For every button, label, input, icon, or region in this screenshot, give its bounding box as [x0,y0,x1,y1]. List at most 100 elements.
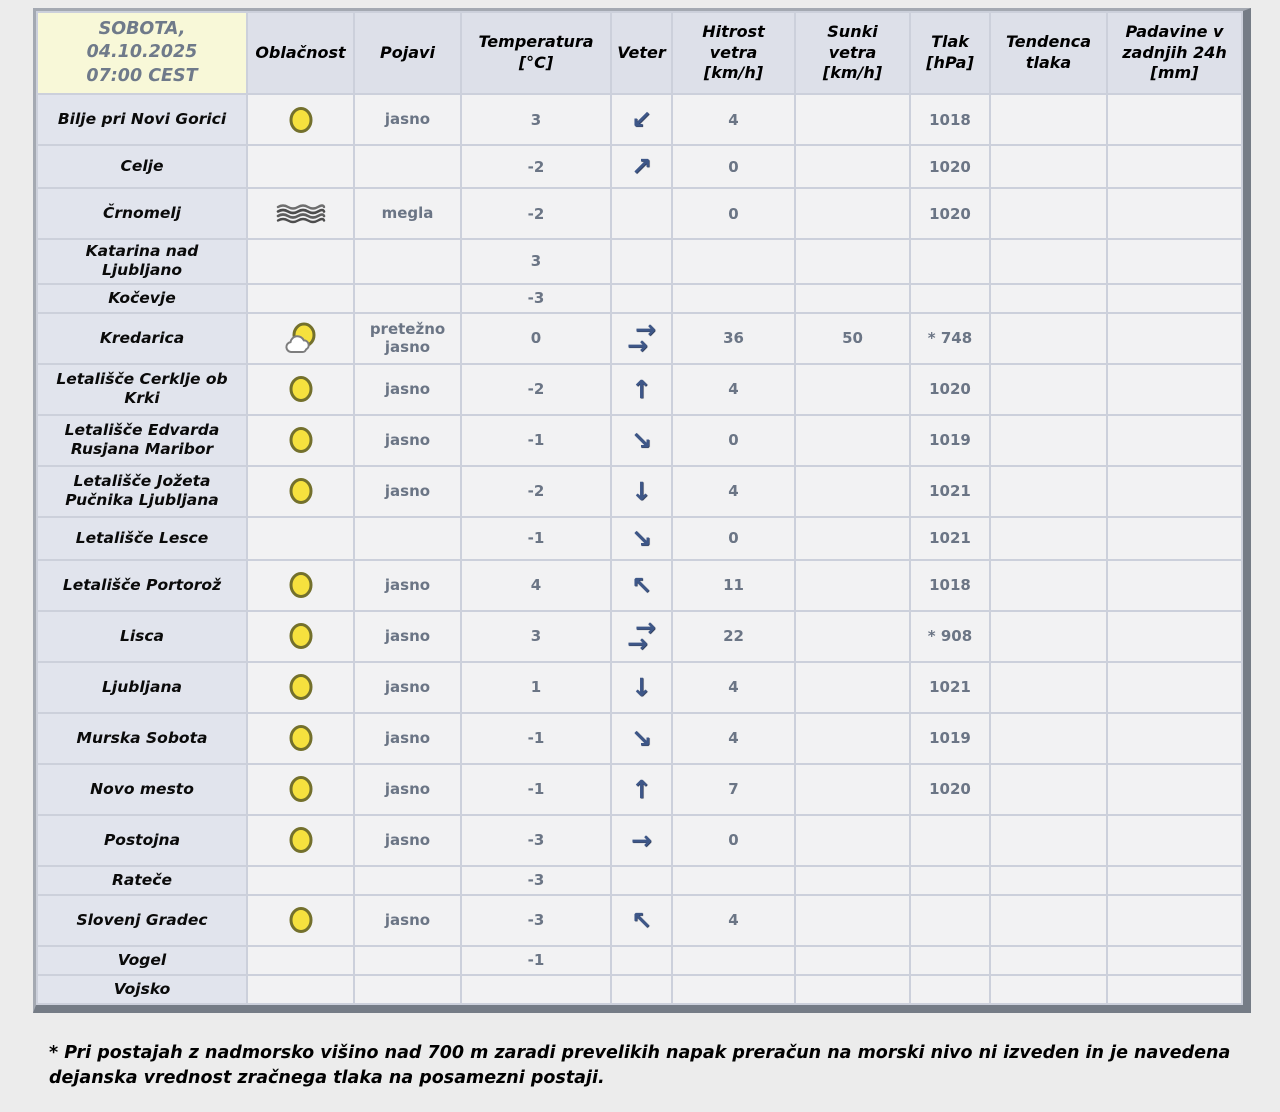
col-header-veter: Veter [610,11,673,95]
table-body: Bilje pri Novi Gorici jasno 3 ↙ 4 1018 Celje -2… [36,93,1243,1005]
table-row: Novo mesto jasno -1 ↑ 7 1020 [36,762,1243,816]
arrow-up-left-icon: ↖ [631,570,652,600]
wind-speed: 11 [671,558,796,612]
cloudiness-cell [246,93,355,146]
wind-gust [794,515,911,561]
pressure-tendency [989,609,1108,663]
station-name: Novo mesto [36,762,248,816]
wind-cell [610,973,673,1005]
table-row: Katarina nad Ljubljano 3 [36,238,1243,285]
station-name: Lisca [36,609,248,663]
table-row: Postojna jasno -3 → 0 [36,813,1243,867]
wind-cell: ↓ [610,464,673,518]
station-name: Murska Sobota [36,711,248,765]
wind-speed [671,238,796,285]
table-row: Letališče Edvarda Rusjana Maribor jasno -1… [36,413,1243,467]
wind-gust [794,282,911,314]
temperature: -2 [460,144,612,189]
wind-cell [610,944,673,976]
temperature: -1 [460,515,612,561]
station-name: Letališče Jožeta Pučnika Ljubljana [36,464,248,518]
precipitation [1106,362,1243,416]
phenomena [353,864,462,896]
wind-gust [794,238,911,285]
pressure-footnote: * Pri postajah z nadmorsko višino nad 70… [49,1042,1231,1089]
cloudiness-cell [246,187,355,240]
observations-table-wrap: SOBOTA, 04.10.2025 07:00 CEST Oblačnost … [33,8,1251,1013]
pressure: * 748 [909,311,991,365]
precipitation [1106,864,1243,896]
wind-gust [794,973,911,1005]
cloudiness-cell [246,282,355,314]
wind-cell: ↘ [610,413,673,467]
sun-icon [288,776,314,803]
wind-gust [794,413,911,467]
wind-gust [794,362,911,416]
cloudiness-cell [246,144,355,189]
wind-gust [794,558,911,612]
table-header: SOBOTA, 04.10.2025 07:00 CEST Oblačnost … [36,11,1243,95]
phenomena: jasno [353,93,462,146]
wind-cell [610,282,673,314]
cloudiness-cell [246,711,355,765]
temperature: -3 [460,893,612,947]
phenomena: jasno [353,893,462,947]
sun-icon [288,623,314,650]
pressure: 1021 [909,660,991,714]
phenomena: jasno [353,558,462,612]
phenomena: jasno [353,813,462,867]
phenomena: jasno [353,660,462,714]
precipitation [1106,558,1243,612]
wind-speed: 0 [671,413,796,467]
wind-cell [610,238,673,285]
sun-icon [288,827,314,854]
precipitation [1106,144,1243,189]
pressure: 1020 [909,362,991,416]
col-header-tlak: Tlak [hPa] [909,11,991,95]
phenomena [353,282,462,314]
pressure [909,813,991,867]
wind-gust [794,187,911,240]
pressure: 1018 [909,93,991,146]
wind-speed: 4 [671,93,796,146]
table-row: Slovenj Gradec jasno -3 ↖ 4 [36,893,1243,947]
wind-gust [794,609,911,663]
col-header-tendenca-tlaka: Tendenca tlaka [989,11,1108,95]
arrow-down-icon: ↓ [631,476,652,506]
phenomena: jasno [353,362,462,416]
wind-cell: ↓ [610,660,673,714]
phenomena [353,944,462,976]
temperature: -3 [460,282,612,314]
table-row: Letališče Lesce -1 ↘ 0 1021 [36,515,1243,561]
temperature: 3 [460,93,612,146]
pressure-tendency [989,558,1108,612]
pressure-tendency [989,813,1108,867]
precipitation [1106,660,1243,714]
phenomena: pretežno jasno [353,311,462,365]
precipitation [1106,282,1243,314]
table-row: Vojsko [36,973,1243,1005]
arrow-up-icon: ↑ [631,374,652,404]
wind-speed: 4 [671,362,796,416]
station-name: Vogel [36,944,248,976]
temperature [460,973,612,1005]
pressure-tendency [989,238,1108,285]
cloudiness-cell [246,762,355,816]
pressure: 1020 [909,187,991,240]
precipitation [1106,893,1243,947]
wind-speed: 0 [671,187,796,240]
pressure-tendency [989,144,1108,189]
pressure [909,893,991,947]
wind-cell: → → [610,609,673,663]
wind-cell [610,187,673,240]
table-row: Kočevje -3 [36,282,1243,314]
table-row: Črnomelj megla -2 0 1020 [36,187,1243,240]
phenomena: jasno [353,711,462,765]
table-row: Letališče Portorož jasno 4 ↖ 11 1018 [36,558,1243,612]
pressure-tendency [989,282,1108,314]
pressure [909,944,991,976]
sun-icon [288,478,314,505]
station-name: Letališče Edvarda Rusjana Maribor [36,413,248,467]
precipitation [1106,93,1243,146]
